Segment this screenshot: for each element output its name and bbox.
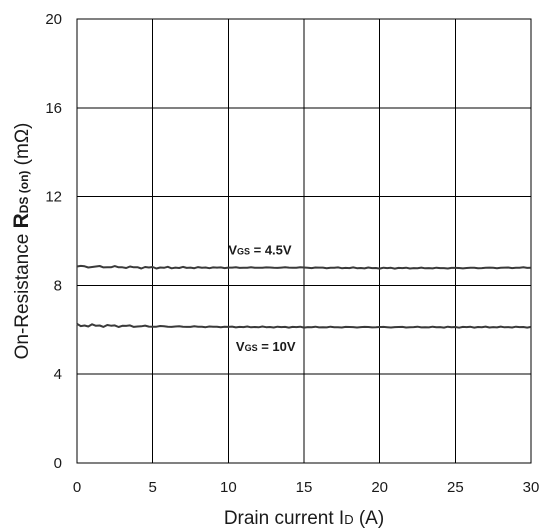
y-tick-labels: 0 4 8 12 16 20 bbox=[45, 11, 62, 472]
y-tick-label-8: 8 bbox=[54, 277, 62, 294]
y-tick-label-4: 4 bbox=[54, 366, 62, 383]
annotation-vgs-4-5v-main: V bbox=[228, 243, 237, 258]
annotation-vgs-10v-sub: GS bbox=[245, 343, 258, 353]
y-axis-label-sub: DS (on) bbox=[17, 171, 31, 214]
x-axis-label-main: Drain current I bbox=[224, 508, 344, 529]
y-tick-label-16: 16 bbox=[45, 100, 62, 117]
grid-lines bbox=[76, 18, 532, 464]
x-axis-label-unit: (A) bbox=[354, 508, 385, 529]
y-axis-label-prefix: On-Resistance bbox=[12, 228, 33, 359]
y-axis-label-symbol: R bbox=[10, 213, 33, 228]
annotation-vgs-10v-main: V bbox=[236, 339, 245, 354]
y-tick-label-12: 12 bbox=[45, 189, 62, 206]
x-tick-label-20: 20 bbox=[371, 479, 388, 496]
x-tick-label-0: 0 bbox=[73, 479, 81, 496]
annotation-vgs-4-5v-value: = 4.5V bbox=[250, 243, 292, 258]
x-tick-labels: 0 5 10 15 20 25 30 bbox=[73, 479, 540, 496]
x-axis-label-sub: D bbox=[344, 512, 353, 527]
x-tick-label-5: 5 bbox=[148, 479, 156, 496]
x-axis-label: Drain current ID (A) bbox=[224, 508, 384, 529]
x-tick-label-25: 25 bbox=[447, 479, 464, 496]
y-tick-label-0: 0 bbox=[54, 455, 62, 472]
x-tick-label-30: 30 bbox=[523, 479, 540, 496]
annotation-vgs-10v: VGS = 10V bbox=[236, 339, 296, 354]
y-axis-label-unit: (mΩ) bbox=[12, 123, 33, 171]
annotation-vgs-4-5v-sub: GS bbox=[237, 247, 250, 257]
y-tick-label-20: 20 bbox=[45, 11, 62, 28]
series-line-1 bbox=[76, 322, 532, 329]
x-tick-label-15: 15 bbox=[296, 479, 313, 496]
annotation-vgs-4-5v: VGS = 4.5V bbox=[228, 243, 292, 258]
series-line-0 bbox=[76, 264, 532, 270]
series-group bbox=[76, 264, 532, 329]
y-axis-label: On-Resistance RDS (on) (mΩ) bbox=[10, 123, 33, 360]
plot-frame bbox=[76, 18, 532, 464]
annotation-vgs-10v-value: = 10V bbox=[258, 339, 296, 354]
x-tick-label-10: 10 bbox=[220, 479, 237, 496]
